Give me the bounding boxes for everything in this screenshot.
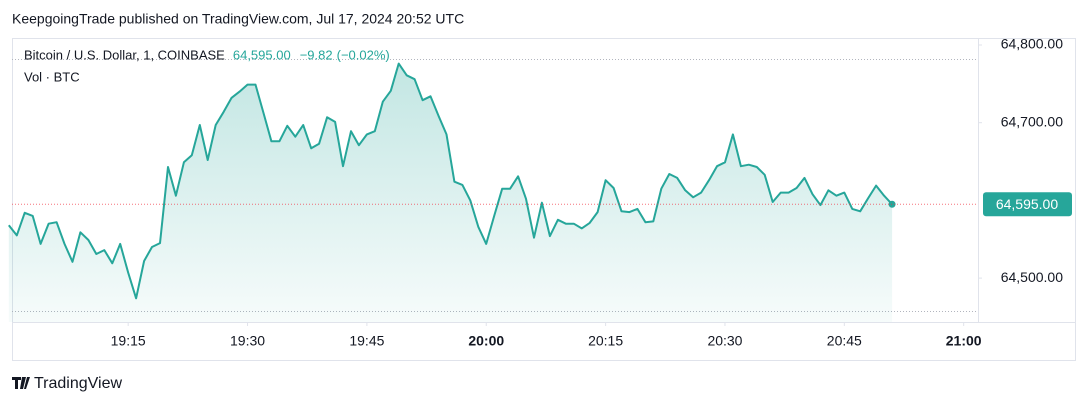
y-tick-label: 64,800.00 xyxy=(1001,36,1063,52)
legend-volume: Vol · BTC xyxy=(24,69,80,84)
y-tick-label: 64,700.00 xyxy=(1001,113,1063,129)
x-tick-label: 19:15 xyxy=(111,333,146,349)
x-tick-label: 20:45 xyxy=(827,333,862,349)
line xyxy=(8,62,893,300)
x-tick-label: 20:15 xyxy=(588,333,623,349)
x-tick-label: 19:45 xyxy=(349,333,384,349)
legend-symbol: Bitcoin / U.S. Dollar, 1, COINBASE xyxy=(24,47,225,62)
legend-price: 64,595.00 xyxy=(233,47,291,62)
x-tick-label: 21:00 xyxy=(946,333,982,349)
logo-icon xyxy=(12,377,30,389)
plot xyxy=(8,62,978,322)
last-price-label: 64,595.00 xyxy=(996,196,1058,212)
legend-change-pct: (−0.02%) xyxy=(337,47,390,62)
last-price-box xyxy=(983,192,1072,217)
area-fill xyxy=(8,63,893,322)
y-tick-label: 64,500.00 xyxy=(1001,269,1063,285)
frame xyxy=(12,38,1076,361)
logo: TradingView xyxy=(12,375,122,392)
logo-text: TradingView xyxy=(34,375,122,392)
header: KeepgoingTrade published on TradingView.… xyxy=(12,11,464,27)
last-point xyxy=(888,200,896,208)
x-tick-label: 19:30 xyxy=(230,333,265,349)
legend-change: −9.82 xyxy=(300,47,333,62)
x-tick-label: 20:00 xyxy=(468,333,504,349)
x-tick-label: 20:30 xyxy=(707,333,742,349)
